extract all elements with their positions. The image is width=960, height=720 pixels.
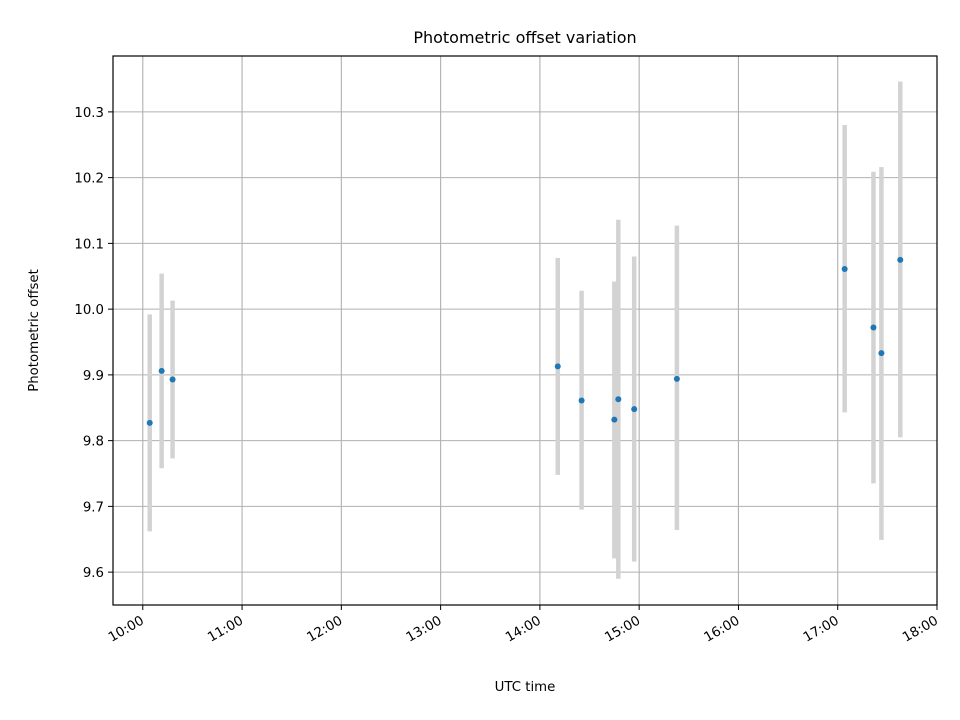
data-point <box>631 406 638 413</box>
data-point <box>897 256 904 263</box>
grid-lines <box>113 56 937 605</box>
data-point <box>146 419 153 426</box>
chart-title: Photometric offset variation <box>413 28 636 47</box>
data-point <box>615 396 622 403</box>
data-point <box>673 375 680 382</box>
y-tick-label: 10.3 <box>74 106 104 121</box>
y-tick-label: 9.9 <box>83 369 104 384</box>
y-tick-label: 9.6 <box>83 566 104 581</box>
data-point <box>870 324 877 331</box>
y-tick-label: 9.7 <box>83 500 104 515</box>
data-point <box>878 350 885 357</box>
data-point <box>158 367 165 374</box>
y-tick-label: 9.8 <box>83 435 104 450</box>
y-tick-label: 10.1 <box>74 237 104 252</box>
data-points <box>146 256 904 426</box>
data-point <box>611 416 618 423</box>
x-axis-title: UTC time <box>495 680 556 695</box>
data-point <box>578 397 585 404</box>
y-axis-title: Photometric offset <box>27 269 42 392</box>
y-tick-label: 10.2 <box>74 172 104 187</box>
y-tick-label: 10.0 <box>74 303 104 318</box>
data-point <box>841 266 848 273</box>
data-point <box>554 363 561 370</box>
plot-frame <box>112 55 938 606</box>
data-point <box>169 376 176 383</box>
